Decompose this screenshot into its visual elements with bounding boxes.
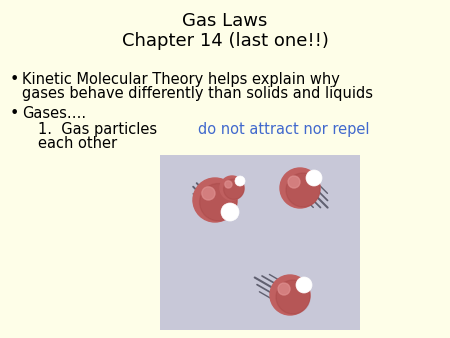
Text: Gas Laws: Gas Laws bbox=[182, 12, 268, 30]
Text: do not attract nor repel: do not attract nor repel bbox=[198, 122, 369, 137]
Circle shape bbox=[278, 283, 290, 295]
Text: each other: each other bbox=[38, 136, 117, 151]
Circle shape bbox=[237, 178, 240, 181]
Circle shape bbox=[276, 280, 310, 314]
Circle shape bbox=[224, 179, 244, 199]
Circle shape bbox=[300, 281, 304, 285]
Text: Kinetic Molecular Theory helps explain why: Kinetic Molecular Theory helps explain w… bbox=[22, 72, 340, 87]
Text: gases behave differently than solids and liquids: gases behave differently than solids and… bbox=[22, 86, 373, 101]
Text: Chapter 14 (last one!!): Chapter 14 (last one!!) bbox=[122, 32, 328, 50]
Circle shape bbox=[235, 176, 245, 186]
Circle shape bbox=[288, 176, 300, 188]
Circle shape bbox=[280, 168, 320, 208]
Circle shape bbox=[193, 178, 237, 222]
Circle shape bbox=[221, 203, 239, 221]
Text: 1.  Gas particles: 1. Gas particles bbox=[38, 122, 162, 137]
Circle shape bbox=[225, 181, 232, 188]
Circle shape bbox=[306, 170, 322, 186]
Circle shape bbox=[225, 207, 230, 213]
Bar bbox=[160, 155, 360, 330]
Circle shape bbox=[310, 174, 315, 178]
Circle shape bbox=[200, 184, 237, 221]
Circle shape bbox=[220, 176, 244, 200]
Circle shape bbox=[202, 187, 215, 200]
Text: •: • bbox=[10, 72, 19, 87]
Circle shape bbox=[286, 173, 320, 207]
Text: •: • bbox=[10, 106, 19, 121]
Text: Gases….: Gases…. bbox=[22, 106, 86, 121]
Circle shape bbox=[296, 277, 312, 293]
Circle shape bbox=[270, 275, 310, 315]
